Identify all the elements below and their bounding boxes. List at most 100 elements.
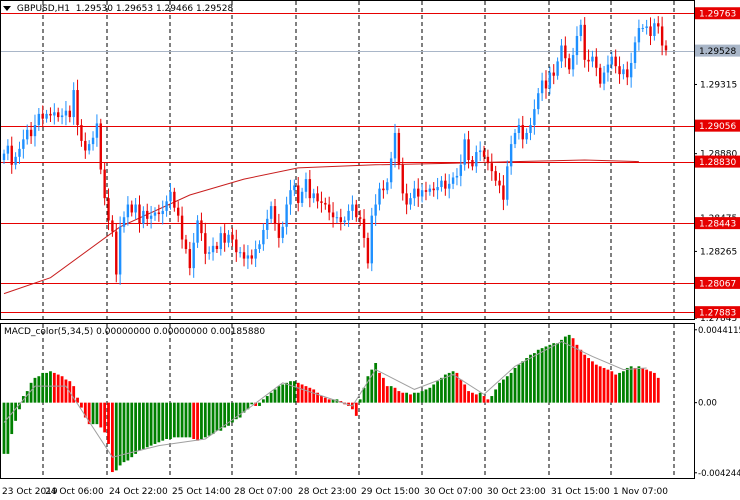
macd-bar <box>618 372 621 403</box>
macd-bar <box>594 364 598 403</box>
candle-body <box>552 72 555 76</box>
macd-bar <box>397 391 401 403</box>
price-tick-label: 1.29315 <box>700 80 737 90</box>
candle-body <box>207 252 211 254</box>
macd-bar <box>362 387 366 403</box>
macd-bar <box>544 346 548 403</box>
macd-bar <box>153 402 157 444</box>
macd-bar <box>420 391 424 403</box>
macd-bar <box>652 372 656 403</box>
macd-bar <box>645 369 649 403</box>
candle-body <box>2 153 6 160</box>
macd-bar <box>215 402 219 431</box>
macd-bar <box>579 349 583 403</box>
candle-body <box>312 193 315 199</box>
candle-body <box>413 188 416 199</box>
candle-body <box>192 242 195 269</box>
macd-bar <box>370 369 374 403</box>
time-tick-label: 28 Oct 23:00 <box>298 487 357 497</box>
candle-body <box>331 212 335 218</box>
candle-body <box>324 202 327 205</box>
candle-body <box>53 112 56 116</box>
candle-body <box>355 204 358 218</box>
macd-tick-label: 0.0044115 <box>698 326 740 336</box>
candle-body <box>18 148 21 157</box>
macd-bar <box>277 386 281 403</box>
candle-body <box>571 55 575 70</box>
candle-body <box>115 231 118 275</box>
candle-body <box>227 234 230 243</box>
candle-body <box>157 212 161 215</box>
candle-body <box>564 45 567 59</box>
macd-bar <box>409 394 412 403</box>
candle-body <box>575 35 579 56</box>
price-panel-frame <box>0 0 695 320</box>
candle-body <box>177 207 180 216</box>
macd-bar <box>10 402 14 435</box>
macd-bar <box>188 402 192 438</box>
macd-bar <box>486 399 490 403</box>
macd-bar <box>273 389 277 403</box>
macd-bar <box>118 402 122 466</box>
level-price-label: 1.27883 <box>699 309 736 319</box>
candle-body <box>509 144 513 167</box>
macd-bar <box>72 386 76 403</box>
level-price-box <box>695 44 740 57</box>
macd-bar <box>443 374 447 403</box>
macd-bar <box>29 382 33 403</box>
candle-body <box>649 26 652 36</box>
price-tick-label: 1.28880 <box>700 150 737 160</box>
macd-bar <box>505 376 509 403</box>
candle-body <box>637 28 641 43</box>
dropdown-arrow-icon[interactable] <box>3 6 11 11</box>
macd-bar <box>149 402 153 446</box>
candle-body <box>374 204 377 216</box>
candle-body <box>610 56 614 65</box>
macd-bar <box>261 399 265 403</box>
candle-body <box>467 139 470 160</box>
candle-body <box>84 140 87 151</box>
candle-body <box>277 223 281 238</box>
price-levels <box>1 13 694 313</box>
candle-body <box>502 185 505 200</box>
candle-body <box>184 239 188 250</box>
macd-bar <box>300 384 304 403</box>
candle-body <box>72 90 75 118</box>
candle-body <box>386 182 389 191</box>
candle-body <box>370 215 373 264</box>
macd-bar <box>254 402 258 406</box>
candle-body <box>351 204 354 211</box>
macd-bar <box>246 402 250 410</box>
macd-bar <box>602 367 606 403</box>
level-price-box <box>695 119 740 132</box>
candle-body <box>494 171 497 181</box>
macd-bar <box>436 381 439 403</box>
macd-bar <box>219 402 223 431</box>
candle-body <box>223 233 226 243</box>
macd-bar <box>238 402 242 418</box>
candle-body <box>393 132 397 159</box>
macd-bar <box>478 392 482 403</box>
macd-bar <box>203 402 207 438</box>
macd-bar <box>122 402 126 463</box>
candle-body <box>289 190 292 205</box>
candle-body <box>521 125 524 140</box>
macd-bar <box>114 402 118 471</box>
candle-body <box>533 109 536 126</box>
candle-body <box>68 110 72 118</box>
candle-body <box>366 237 370 264</box>
macd-bar <box>176 402 180 438</box>
candle-body <box>258 244 261 250</box>
macd-header: MACD_color(5,34,5) 0.00000000 0.00000000… <box>4 327 265 337</box>
macd-bar <box>649 371 652 403</box>
candle-body <box>440 180 443 188</box>
candle-body <box>475 152 478 167</box>
candle-body <box>653 23 656 36</box>
candle-body <box>254 249 257 259</box>
candle-body <box>587 59 590 62</box>
candle-body <box>525 132 528 140</box>
candle-body <box>382 188 385 191</box>
macd-bar <box>614 374 618 403</box>
macd-bar <box>200 402 203 439</box>
